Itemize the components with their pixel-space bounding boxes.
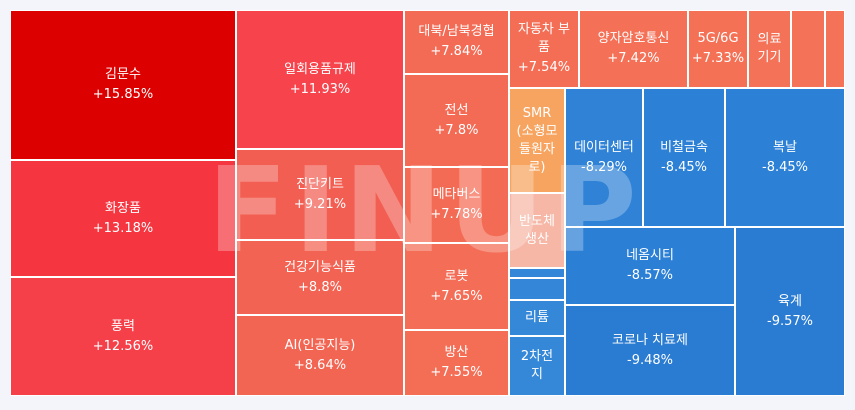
tile-value: +13.18% [92, 220, 154, 236]
tile-value: +7.84% [430, 44, 483, 59]
treemap-tile[interactable]: 비철금속 -8.45% [643, 88, 725, 227]
tile-name: 의료 기기 [757, 32, 782, 65]
treemap-tile[interactable]: 화장품 +13.18% [10, 160, 236, 277]
treemap-tile[interactable]: 건강기능식품 +8.8% [236, 240, 404, 315]
treemap-tile[interactable]: AI(인공지능) +8.64% [236, 315, 404, 396]
treemap-tile[interactable]: 복날 -8.45% [725, 88, 845, 227]
treemap-tile[interactable]: 양자암호통신 +7.42% [579, 10, 688, 88]
treemap-tile[interactable] [509, 268, 565, 278]
tile-value: -9.48% [627, 352, 673, 368]
treemap-tile[interactable]: 네옴시티 -8.57% [565, 227, 735, 305]
tile-value: +7.54% [517, 60, 571, 75]
tile-name: 2차전 지 [520, 349, 554, 382]
treemap-tile[interactable]: 로봇 +7.65% [404, 243, 509, 330]
treemap-tile[interactable] [791, 10, 825, 88]
tile-value: +7.42% [607, 51, 660, 66]
tile-name: 반도체 생산 [519, 213, 555, 247]
tile-name: 건강기능식품 [284, 259, 356, 275]
tile-name: 방산 [444, 345, 469, 360]
treemap-tile[interactable]: 메타버스 +7.78% [404, 167, 509, 243]
tile-value: +15.85% [92, 87, 154, 102]
treemap-tile[interactable]: SMR (소형모 듈원자 로) [509, 88, 565, 193]
tile-name: 리튬 [525, 310, 549, 325]
tile-name: AI(인공지능) [284, 337, 356, 353]
tile-value: -9.57% [767, 313, 813, 329]
tile-name: 메타버스 [432, 187, 481, 202]
treemap-tile[interactable]: 리튬 [509, 300, 565, 336]
tile-name: 복날 [773, 139, 797, 155]
tile-name: 전선 [444, 102, 469, 118]
tile-name: 대북/남북경협 [418, 24, 495, 39]
tile-value: -8.57% [627, 268, 673, 283]
tile-value: -8.45% [762, 159, 808, 175]
tile-value: +8.64% [293, 357, 347, 373]
tile-value: +12.56% [92, 338, 154, 354]
tile-name: 육계 [778, 293, 802, 309]
treemap-tile[interactable]: 전선 +7.8% [404, 74, 509, 167]
treemap-tile[interactable] [825, 10, 845, 88]
treemap-tile[interactable]: 김문수 +15.85% [10, 10, 236, 160]
tile-value: -8.29% [581, 159, 627, 175]
tile-name: 5G/6G [697, 31, 739, 46]
tile-value: +11.93% [289, 81, 351, 97]
treemap-tile[interactable]: 데이터센터 -8.29% [565, 88, 643, 227]
tile-name: 진단키트 [296, 176, 344, 192]
tile-value: +7.55% [430, 365, 483, 380]
tile-value: +7.8% [434, 122, 479, 138]
tile-name: 코로나 치료제 [612, 332, 688, 348]
treemap-tile[interactable]: 5G/6G +7.33% [688, 10, 748, 88]
tile-name: 자동차 부 품 [518, 22, 570, 55]
treemap-tile[interactable]: 풍력 +12.56% [10, 277, 236, 396]
tile-name: 비철금속 [660, 139, 708, 155]
treemap-tile[interactable]: 진단키트 +9.21% [236, 149, 404, 240]
treemap-tile[interactable]: 의료 기기 [748, 10, 791, 88]
tile-value: +7.33% [691, 51, 745, 66]
treemap-tile[interactable]: 코로나 치료제 -9.48% [565, 305, 735, 396]
treemap-tile[interactable]: 반도체 생산 [509, 193, 565, 268]
treemap-tile[interactable]: 일회용품규제 +11.93% [236, 10, 404, 149]
tile-name: 로봇 [444, 268, 469, 284]
treemap-tile[interactable]: 자동차 부 품 +7.54% [509, 10, 579, 88]
treemap-tile[interactable]: 대북/남북경협 +7.84% [404, 10, 509, 74]
treemap-tile[interactable]: 육계 -9.57% [735, 227, 845, 396]
tile-name: 풍력 [111, 318, 135, 334]
tile-value: +7.65% [430, 288, 483, 304]
tile-value: +7.78% [430, 207, 483, 222]
tile-name: 네옴시티 [626, 248, 674, 263]
tile-value: +8.8% [298, 279, 342, 295]
treemap-tile[interactable]: 2차전 지 [509, 336, 565, 396]
tile-name: 일회용품규제 [284, 61, 356, 77]
tile-name: 데이터센터 [574, 139, 634, 155]
tile-name: 양자암호통신 [597, 31, 670, 46]
tile-name: 김문수 [105, 67, 141, 82]
tile-value: +9.21% [293, 196, 347, 212]
tile-name: 화장품 [105, 200, 141, 216]
tile-value: -8.45% [661, 159, 707, 175]
tile-name: SMR (소형모 듈원자 로) [516, 105, 558, 175]
treemap-tile[interactable]: 방산 +7.55% [404, 330, 509, 396]
treemap-tile[interactable] [509, 278, 565, 300]
